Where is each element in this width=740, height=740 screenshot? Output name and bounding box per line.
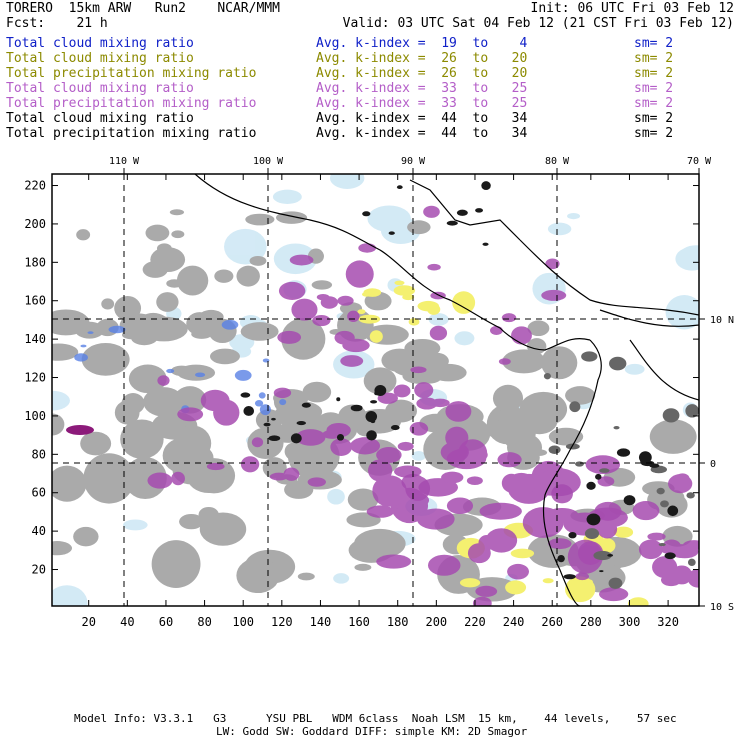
legend-sm-5: sm= 2 <box>634 111 674 126</box>
lat-label-1: 0 <box>710 459 716 470</box>
legend-index-3: Avg. k-index = 33 to 25 <box>316 81 528 96</box>
lat-label-0: 10 N <box>710 315 734 326</box>
legend-field-5: Total cloud mixing ratio <box>6 111 194 126</box>
legend-index-4: Avg. k-index = 33 to 25 <box>316 96 528 111</box>
dark-gray-cells <box>543 351 699 589</box>
plot-frame <box>51 173 700 607</box>
x-tick-label-2: 60 <box>159 615 173 629</box>
black-cells-andes <box>557 448 679 580</box>
x-tick-label-14: 300 <box>619 615 641 629</box>
coastline-4 <box>599 309 699 327</box>
magenta-core <box>66 425 94 435</box>
coastline-0 <box>194 174 591 351</box>
legend-sm-4: sm= 2 <box>634 96 674 111</box>
axis-labels: 20 40 60 80 100 120 140 160 180 200 220 240 260 280 30… <box>24 156 734 629</box>
x-tick-label-5: 120 <box>271 615 293 629</box>
coastline-1 <box>542 339 602 606</box>
legend-index-0: Avg. k-index = 19 to 4 <box>316 36 528 51</box>
coastline-2 <box>409 179 521 241</box>
cloud-fields <box>52 174 699 606</box>
legend-field-2: Total precipitation mixing ratio <box>6 66 257 81</box>
x-tick-label-13: 280 <box>580 615 602 629</box>
y-tick-label-1: 40 <box>32 524 46 538</box>
legend-index-1: Avg. k-index = 26 to 20 <box>316 51 528 66</box>
x-tick-label-11: 240 <box>503 615 525 629</box>
x-tick-label-1: 40 <box>120 615 134 629</box>
purple-east <box>551 473 699 588</box>
x-tick-label-0: 20 <box>81 615 95 629</box>
legend-sm-6: sm= 2 <box>634 126 674 141</box>
legend-field-0: Total cloud mixing ratio <box>6 36 194 51</box>
y-tick-label-3: 80 <box>32 447 46 461</box>
black-cells-central-am <box>362 181 491 246</box>
legend-field-3: Total cloud mixing ratio <box>6 81 194 96</box>
black-cells-itcz <box>240 384 400 444</box>
lon-label-0: 110 W <box>109 156 140 167</box>
coastline-5 <box>629 339 699 401</box>
model-title: TORERO 15km ARW Run2 NCAR/MMM <box>6 1 280 16</box>
y-tick-label-0: 20 <box>32 563 46 577</box>
y-tick-label-10: 220 <box>24 179 46 193</box>
x-tick-label-9: 200 <box>425 615 447 629</box>
y-tick-label-6: 140 <box>24 332 46 346</box>
legend-index-5: Avg. k-index = 44 to 34 <box>316 111 528 126</box>
legend-field-6: Total precipitation mixing ratio <box>6 126 257 141</box>
y-tick-label-8: 180 <box>24 255 46 269</box>
weather-map: 20 40 60 80 100 120 140 160 180 200 220 240 260 280 30… <box>24 156 734 629</box>
x-tick-label-10: 220 <box>464 615 486 629</box>
y-tick-label-9: 200 <box>24 217 46 231</box>
x-tick-label-4: 100 <box>232 615 254 629</box>
legend-index-6: Avg. k-index = 44 to 34 <box>316 126 528 141</box>
x-tick-label-8: 180 <box>387 615 409 629</box>
x-tick-label-3: 80 <box>197 615 211 629</box>
init-time: Init: 06 UTC Fri 03 Feb 12 <box>530 1 735 16</box>
x-tick-label-12: 260 <box>541 615 563 629</box>
x-tick-label-7: 160 <box>348 615 370 629</box>
legend-field-1: Total cloud mixing ratio <box>6 51 194 66</box>
model-info: Model Info: V3.3.1 G3 YSU PBL WDM 6class… <box>74 712 677 725</box>
legend-index-2: Avg. k-index = 26 to 20 <box>316 66 528 81</box>
y-tick-label-4: 100 <box>24 409 46 423</box>
lon-label-4: 70 W <box>687 156 712 167</box>
gray-cloud-north <box>76 209 431 355</box>
legend-sm-0: sm= 2 <box>634 36 674 51</box>
coastlines <box>194 174 699 606</box>
lat-label-2: 10 S <box>710 602 734 613</box>
lon-label-2: 90 W <box>401 156 426 167</box>
purple-north <box>277 205 567 374</box>
axis-ticks <box>52 168 705 607</box>
forecast-hour: Fcst: 21 h <box>6 16 108 31</box>
legend-sm-1: sm= 2 <box>634 51 674 66</box>
yellow-precip-north <box>357 280 476 343</box>
legend-sm-2: sm= 2 <box>634 66 674 81</box>
y-tick-label-2: 60 <box>32 486 46 500</box>
y-tick-label-5: 120 <box>24 371 46 385</box>
x-tick-label-15: 320 <box>657 615 679 629</box>
legend-sm-3: sm= 2 <box>634 81 674 96</box>
lon-label-3: 80 W <box>545 156 570 167</box>
legend-field-4: Total precipitation mixing ratio <box>6 96 257 111</box>
lon-label-1: 100 W <box>253 156 284 167</box>
coastline-3 <box>519 239 699 316</box>
valid-time: Valid: 03 UTC Sat 04 Feb 12 (21 CST Fri … <box>342 16 734 31</box>
lat-lon-grid <box>52 174 699 606</box>
purple-central <box>147 375 472 501</box>
x-tick-label-6: 140 <box>310 615 332 629</box>
y-tick-label-7: 160 <box>24 294 46 308</box>
physics-info: LW: Godd SW: Goddard DIFF: simple KM: 2D… <box>216 725 528 738</box>
